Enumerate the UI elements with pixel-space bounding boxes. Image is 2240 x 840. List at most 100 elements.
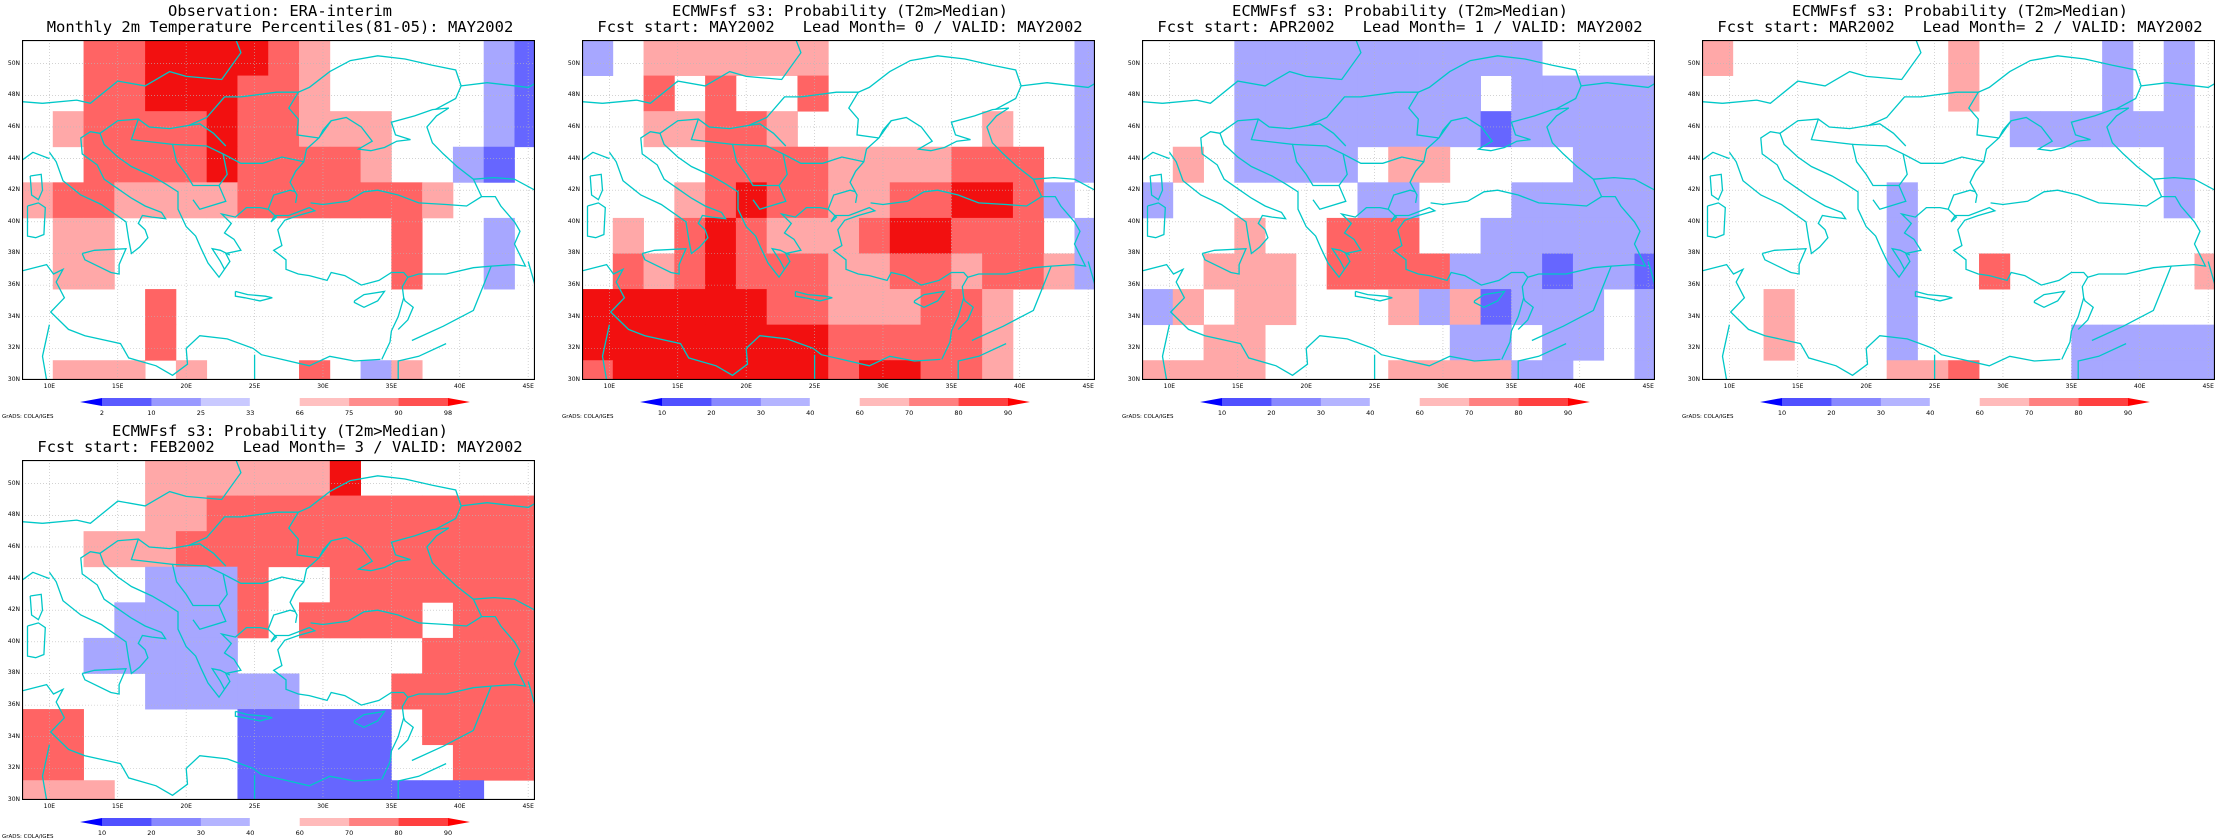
colorbar-segment <box>1880 398 1931 406</box>
map-svg <box>1142 40 1655 380</box>
coastline <box>848 91 879 139</box>
grid-cell <box>1763 289 1795 326</box>
colorbar-segment <box>1008 398 1030 406</box>
colorbar-label: 66 <box>295 409 304 417</box>
coastline <box>461 502 535 509</box>
grid-cell <box>206 602 238 639</box>
coastline <box>601 324 611 380</box>
coastline <box>2091 265 2172 342</box>
grid-cell <box>360 360 392 380</box>
grid-cell <box>52 111 84 148</box>
grid-cell <box>52 709 84 746</box>
grid-cell <box>1265 253 1297 290</box>
grid-cell <box>674 289 706 326</box>
grid-cell <box>237 673 269 710</box>
longitude-label: 30E <box>877 383 889 390</box>
grid-cell <box>483 602 515 639</box>
longitude-label: 40E <box>454 803 466 810</box>
grid-cell <box>175 602 208 639</box>
coastline <box>267 609 296 630</box>
coastline <box>1408 91 1439 139</box>
grid-cell <box>329 531 361 568</box>
coastline <box>913 290 946 309</box>
grid-cell <box>1449 75 1481 112</box>
grid-cell <box>1542 324 1574 361</box>
grid-cell <box>951 289 983 326</box>
grid-cell <box>920 324 952 361</box>
grid-cell <box>514 709 535 746</box>
longitude-label: 45E <box>2202 383 2214 390</box>
latitude-label: 38N <box>7 669 20 677</box>
grid-cell <box>735 40 768 76</box>
grid-cell <box>1326 146 1358 183</box>
grid-cell <box>1388 253 1420 290</box>
latitude-label: 30N <box>567 376 580 383</box>
colorbar-segment <box>299 398 350 406</box>
grid-cell <box>1357 217 1389 254</box>
coastline <box>878 120 892 139</box>
grid-cell <box>145 566 177 603</box>
coastline <box>1721 324 1731 380</box>
grid-cell <box>145 531 177 568</box>
grid-cell <box>237 460 269 496</box>
colorbar <box>1760 397 2150 407</box>
grads-credit: GrADS: COLA/IGES <box>1682 414 1734 420</box>
coastline <box>318 120 332 139</box>
grid-cell <box>1572 182 1605 219</box>
grid-cell <box>1419 289 1451 326</box>
grid-cell <box>268 780 300 800</box>
grid-cell <box>299 182 331 219</box>
coastline <box>26 202 46 239</box>
panel-title: ECMWFsf s3: Probability (T2m>Median) <box>1792 2 2128 20</box>
grid-cell <box>391 780 423 800</box>
map-plot-area <box>1142 40 1655 380</box>
grid-cell <box>1172 289 1204 326</box>
grid-cell <box>1634 182 1655 219</box>
grid-cell <box>268 111 300 148</box>
grid-cell <box>1948 360 1980 380</box>
longitude-label: 20E <box>740 383 752 390</box>
grid-cell <box>2009 111 2041 148</box>
grid-cell <box>145 673 177 710</box>
latitude-label: 38N <box>7 249 20 257</box>
grid-cell <box>514 637 535 674</box>
coastline <box>397 763 447 800</box>
coastline <box>1087 261 1095 287</box>
grid-cell <box>360 495 392 532</box>
grid-cell <box>1142 289 1174 326</box>
grid-cell <box>982 253 1014 290</box>
grid-cell <box>114 111 146 148</box>
colorbar-label: 10 <box>1777 409 1787 417</box>
grid-cell <box>2102 40 2134 76</box>
coastline <box>967 195 1087 278</box>
grid-cell <box>1142 182 1174 219</box>
latitude-label: 42N <box>7 606 20 614</box>
latitude-label: 34N <box>7 312 20 320</box>
grid-cell <box>951 217 983 254</box>
coastline <box>1531 265 1612 342</box>
longitude-label: 45E <box>1082 383 1094 390</box>
grid-cell <box>1203 324 1235 361</box>
grid-cell <box>329 111 361 148</box>
coastline <box>1722 40 1922 105</box>
grid-cell <box>1012 217 1045 254</box>
latitude-label: 46N <box>7 542 20 550</box>
panel-subtitle: Fcst start: MAR2002 Lead Month= 2 / VALI… <box>1717 18 2203 36</box>
grid-cell <box>1948 75 1980 112</box>
coastline <box>1473 290 1506 309</box>
latitude-label: 50N <box>7 479 20 487</box>
grid-cell <box>889 289 921 326</box>
grid-cell <box>828 182 860 219</box>
colorbar-segment <box>448 398 470 406</box>
grid-cell <box>1603 111 1635 148</box>
grid-cell <box>1511 289 1543 326</box>
longitude-label: 15E <box>1792 383 1804 390</box>
colorbar-segment <box>1469 398 1519 406</box>
colorbar-segment <box>102 818 152 826</box>
colorbar-label: 10 <box>147 409 156 417</box>
grid-cell <box>145 289 177 326</box>
grid-cell <box>422 780 454 800</box>
coastline <box>188 123 227 147</box>
latitude-label: 44N <box>7 574 20 582</box>
grid-cell <box>674 40 706 76</box>
